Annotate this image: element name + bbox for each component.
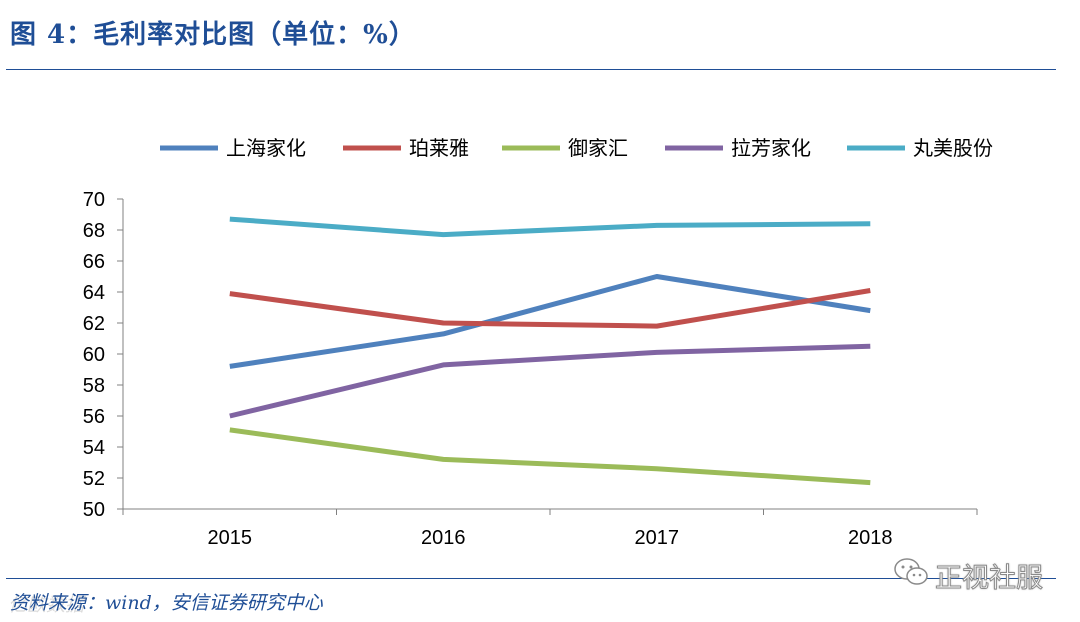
series-line-御家汇 (229, 427, 871, 486)
legend-label: 珀莱雅 (409, 136, 469, 160)
legend-label: 上海家化 (226, 136, 306, 160)
y-tick-label: 66 (83, 251, 105, 273)
legend-label: 御家汇 (568, 136, 628, 160)
watermark-text: 正视社服 (935, 563, 1044, 595)
x-tick-label: 2017 (635, 527, 680, 549)
series-line-上海家化 (229, 274, 871, 369)
x-tick-label: 2018 (848, 527, 893, 549)
legend: 上海家化 珀莱雅 御家汇 拉芳家化 丸美股份 (160, 136, 993, 160)
series-lines (229, 216, 871, 486)
y-tick-label: 56 (83, 406, 105, 428)
y-tick-label: 52 (83, 468, 105, 490)
source-note: 资料来源：wind，安信证券研究中心 (10, 592, 323, 614)
legend-label: 拉芳家化 (731, 136, 811, 160)
y-tick-label: 54 (83, 437, 105, 459)
y-tick-label: 64 (83, 282, 105, 304)
line-chart: 上海家化 珀莱雅 御家汇 拉芳家化 丸美股份 50 52 54 56 58 60 62 64 66 68 7… (83, 136, 993, 549)
x-tick-label: 2015 (208, 527, 253, 549)
series-line-珀莱雅 (229, 288, 871, 329)
y-tick-label: 50 (83, 499, 105, 521)
bottom-rule (6, 578, 1056, 579)
x-tick-label: 2016 (421, 527, 466, 549)
legend-label: 丸美股份 (913, 136, 993, 160)
axes: 50 52 54 56 58 60 62 64 66 68 70 2015 2016 2017 2018 (83, 189, 978, 549)
wechat-icon (893, 557, 929, 594)
y-tick-label: 62 (83, 313, 105, 335)
chart-title: 图 4：毛利率对比图（单位：%） (10, 20, 416, 50)
wechat-watermark: 正视社服 (893, 556, 1044, 595)
y-tick-label: 58 (83, 375, 105, 397)
top-rule (6, 69, 1056, 70)
y-tick-label: 68 (83, 220, 105, 242)
y-tick-label: 70 (83, 189, 105, 211)
series-line-丸美股份 (229, 216, 871, 238)
series-line-拉芳家化 (229, 343, 871, 419)
y-tick-label: 60 (83, 344, 105, 366)
